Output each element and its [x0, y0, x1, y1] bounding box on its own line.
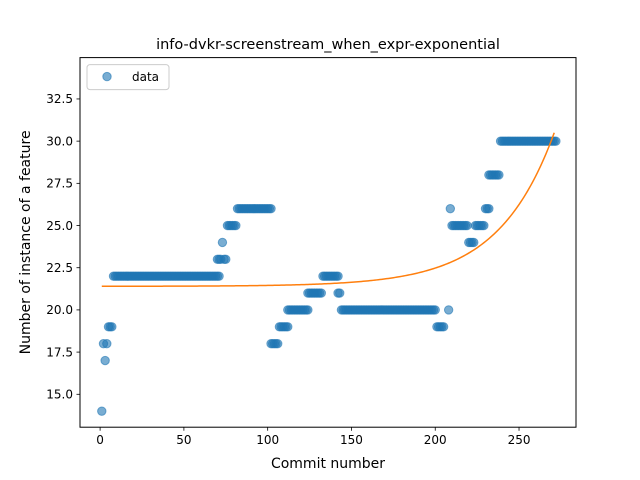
- y-axis: 15.0 17.5 20.0 22.5 25.0 27.5 30.0 32.5: [46, 92, 80, 402]
- y-tick-label: 32.5: [46, 92, 73, 106]
- y-tick-label: 27.5: [46, 177, 73, 191]
- data-point: [484, 203, 494, 214]
- data-point: [462, 220, 472, 231]
- data-point: [479, 220, 489, 231]
- data-point: [443, 305, 454, 315]
- x-axis-title: Commit number: [271, 456, 385, 472]
- data-point: [231, 220, 241, 231]
- y-axis-title: Number of instance of a feature: [18, 130, 34, 354]
- data-point: [217, 237, 228, 248]
- data-point: [102, 338, 112, 349]
- axes-frame: [79, 57, 577, 428]
- data-point: [445, 203, 456, 214]
- data-point: [316, 288, 326, 298]
- y-tick-label: 30.0: [46, 134, 73, 148]
- data-point: [100, 355, 110, 366]
- legend-label-data: data: [132, 70, 159, 84]
- data-point: [494, 170, 504, 180]
- plot-area: [80, 57, 576, 428]
- data-point: [438, 322, 449, 332]
- x-tick-label: 200: [424, 433, 447, 447]
- y-tick-label: 25.0: [46, 219, 73, 233]
- data-point: [97, 406, 107, 416]
- data-point: [335, 288, 345, 298]
- data-layer: [97, 136, 561, 416]
- data-point: [430, 305, 440, 315]
- data-point: [469, 237, 479, 248]
- legend: data: [86, 64, 170, 91]
- fit-line: [101, 132, 555, 288]
- x-tick-label: 0: [96, 433, 104, 447]
- x-tick-label: 150: [340, 433, 363, 447]
- x-axis: 0 50 100 150 200 250: [96, 427, 530, 447]
- data-point: [221, 254, 231, 264]
- fit-layer: [101, 132, 555, 288]
- data-point: [333, 271, 343, 281]
- chart-title: info-dvkr-screenstream_when_expr-exponen…: [156, 37, 500, 53]
- data-point: [303, 305, 313, 315]
- x-tick-label: 50: [176, 433, 191, 447]
- data-point: [107, 322, 117, 332]
- y-tick-label: 22.5: [46, 261, 73, 275]
- data-point: [283, 322, 293, 332]
- data-point: [273, 338, 283, 349]
- x-tick-label: 100: [256, 433, 279, 447]
- y-tick-label: 20.0: [46, 303, 73, 317]
- x-tick-label: 250: [508, 433, 531, 447]
- y-tick-label: 17.5: [46, 345, 73, 359]
- legend-marker: [102, 71, 112, 82]
- data-point: [214, 271, 224, 281]
- y-tick-label: 15.0: [46, 388, 73, 402]
- data-point: [266, 203, 276, 214]
- legend-box: [86, 64, 170, 91]
